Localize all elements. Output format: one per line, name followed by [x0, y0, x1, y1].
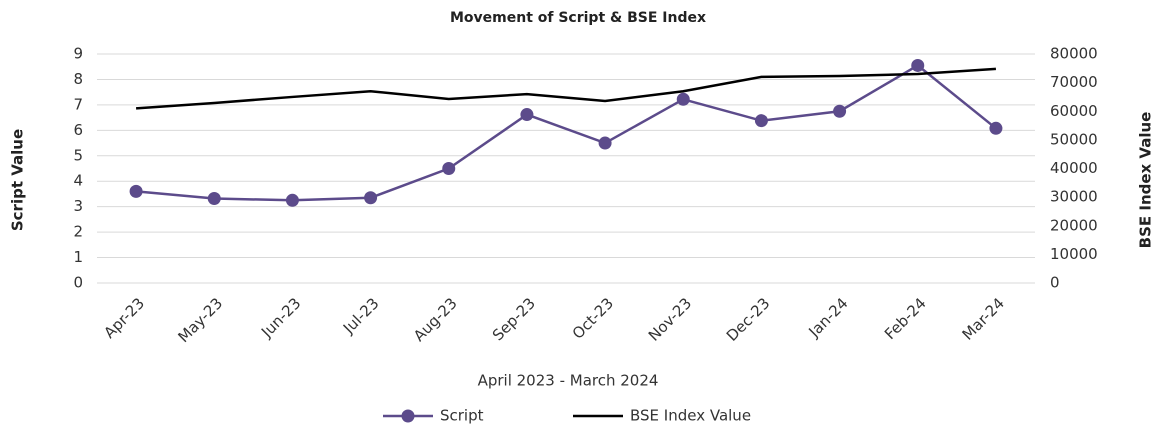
y-tick-label: 8 [73, 70, 83, 88]
y-tick-label: 2 [73, 223, 83, 241]
legend-marker [401, 409, 415, 423]
series-line [135, 67, 996, 110]
y2-tick-label: 60000 [1050, 102, 1098, 120]
series-marker [598, 136, 612, 150]
series-marker [364, 191, 378, 205]
x-tick-label: Sep-23 [489, 294, 539, 344]
y2-tick-label: 20000 [1050, 216, 1098, 234]
series-marker [989, 121, 1003, 135]
x-axis-title: April 2023 - March 2024 [478, 372, 659, 390]
y2-tick-label: 50000 [1050, 130, 1098, 148]
y-tick-label: 3 [73, 197, 83, 215]
y-tick-label: 4 [73, 172, 83, 190]
x-tick-label: Aug-23 [410, 294, 461, 345]
chart-title: Movement of Script & BSE Index [450, 10, 706, 26]
x-tick-label: May-23 [174, 294, 226, 346]
x-tick-label: Nov-23 [645, 294, 695, 344]
y2-tick-label: 10000 [1050, 245, 1098, 263]
x-tick-label: Apr-23 [100, 294, 148, 342]
x-tick-label: Jul-23 [339, 294, 383, 338]
series-marker [911, 58, 925, 72]
y-tick-label: 9 [73, 45, 83, 63]
series-marker [442, 162, 456, 175]
y-tick-label: 0 [73, 274, 83, 292]
series-marker [676, 92, 690, 106]
y-tick-label: 1 [73, 248, 83, 266]
x-tick-label: Mar-24 [959, 294, 1008, 343]
y2-tick-label: 0 [1050, 274, 1060, 292]
series-marker [833, 104, 847, 118]
y-tick-label: 6 [73, 121, 83, 139]
y2-axis-title: BSE Index Value [1137, 112, 1155, 249]
y2-tick-label: 30000 [1050, 188, 1098, 206]
series-marker [207, 192, 221, 206]
legend-label: BSE Index Value [630, 407, 751, 425]
x-tick-label: Feb-24 [881, 294, 930, 343]
series-marker [129, 184, 143, 198]
series-line [135, 63, 997, 202]
x-tick-label: Oct-23 [569, 294, 617, 342]
y2-tick-label: 40000 [1050, 159, 1098, 177]
legend-label: Script [440, 407, 484, 425]
x-tick-label: Jun-23 [257, 294, 304, 341]
y2-tick-label: 70000 [1050, 73, 1098, 91]
y-axis-title: Script Value [9, 129, 27, 231]
series-marker [285, 193, 299, 207]
series-marker [520, 108, 534, 122]
y-tick-label: 5 [73, 146, 83, 164]
series-marker [754, 114, 768, 128]
y-tick-label: 7 [73, 95, 83, 113]
x-tick-label: Dec-23 [723, 294, 774, 345]
y2-tick-label: 80000 [1050, 45, 1098, 63]
x-tick-label: Jan-24 [804, 294, 851, 341]
